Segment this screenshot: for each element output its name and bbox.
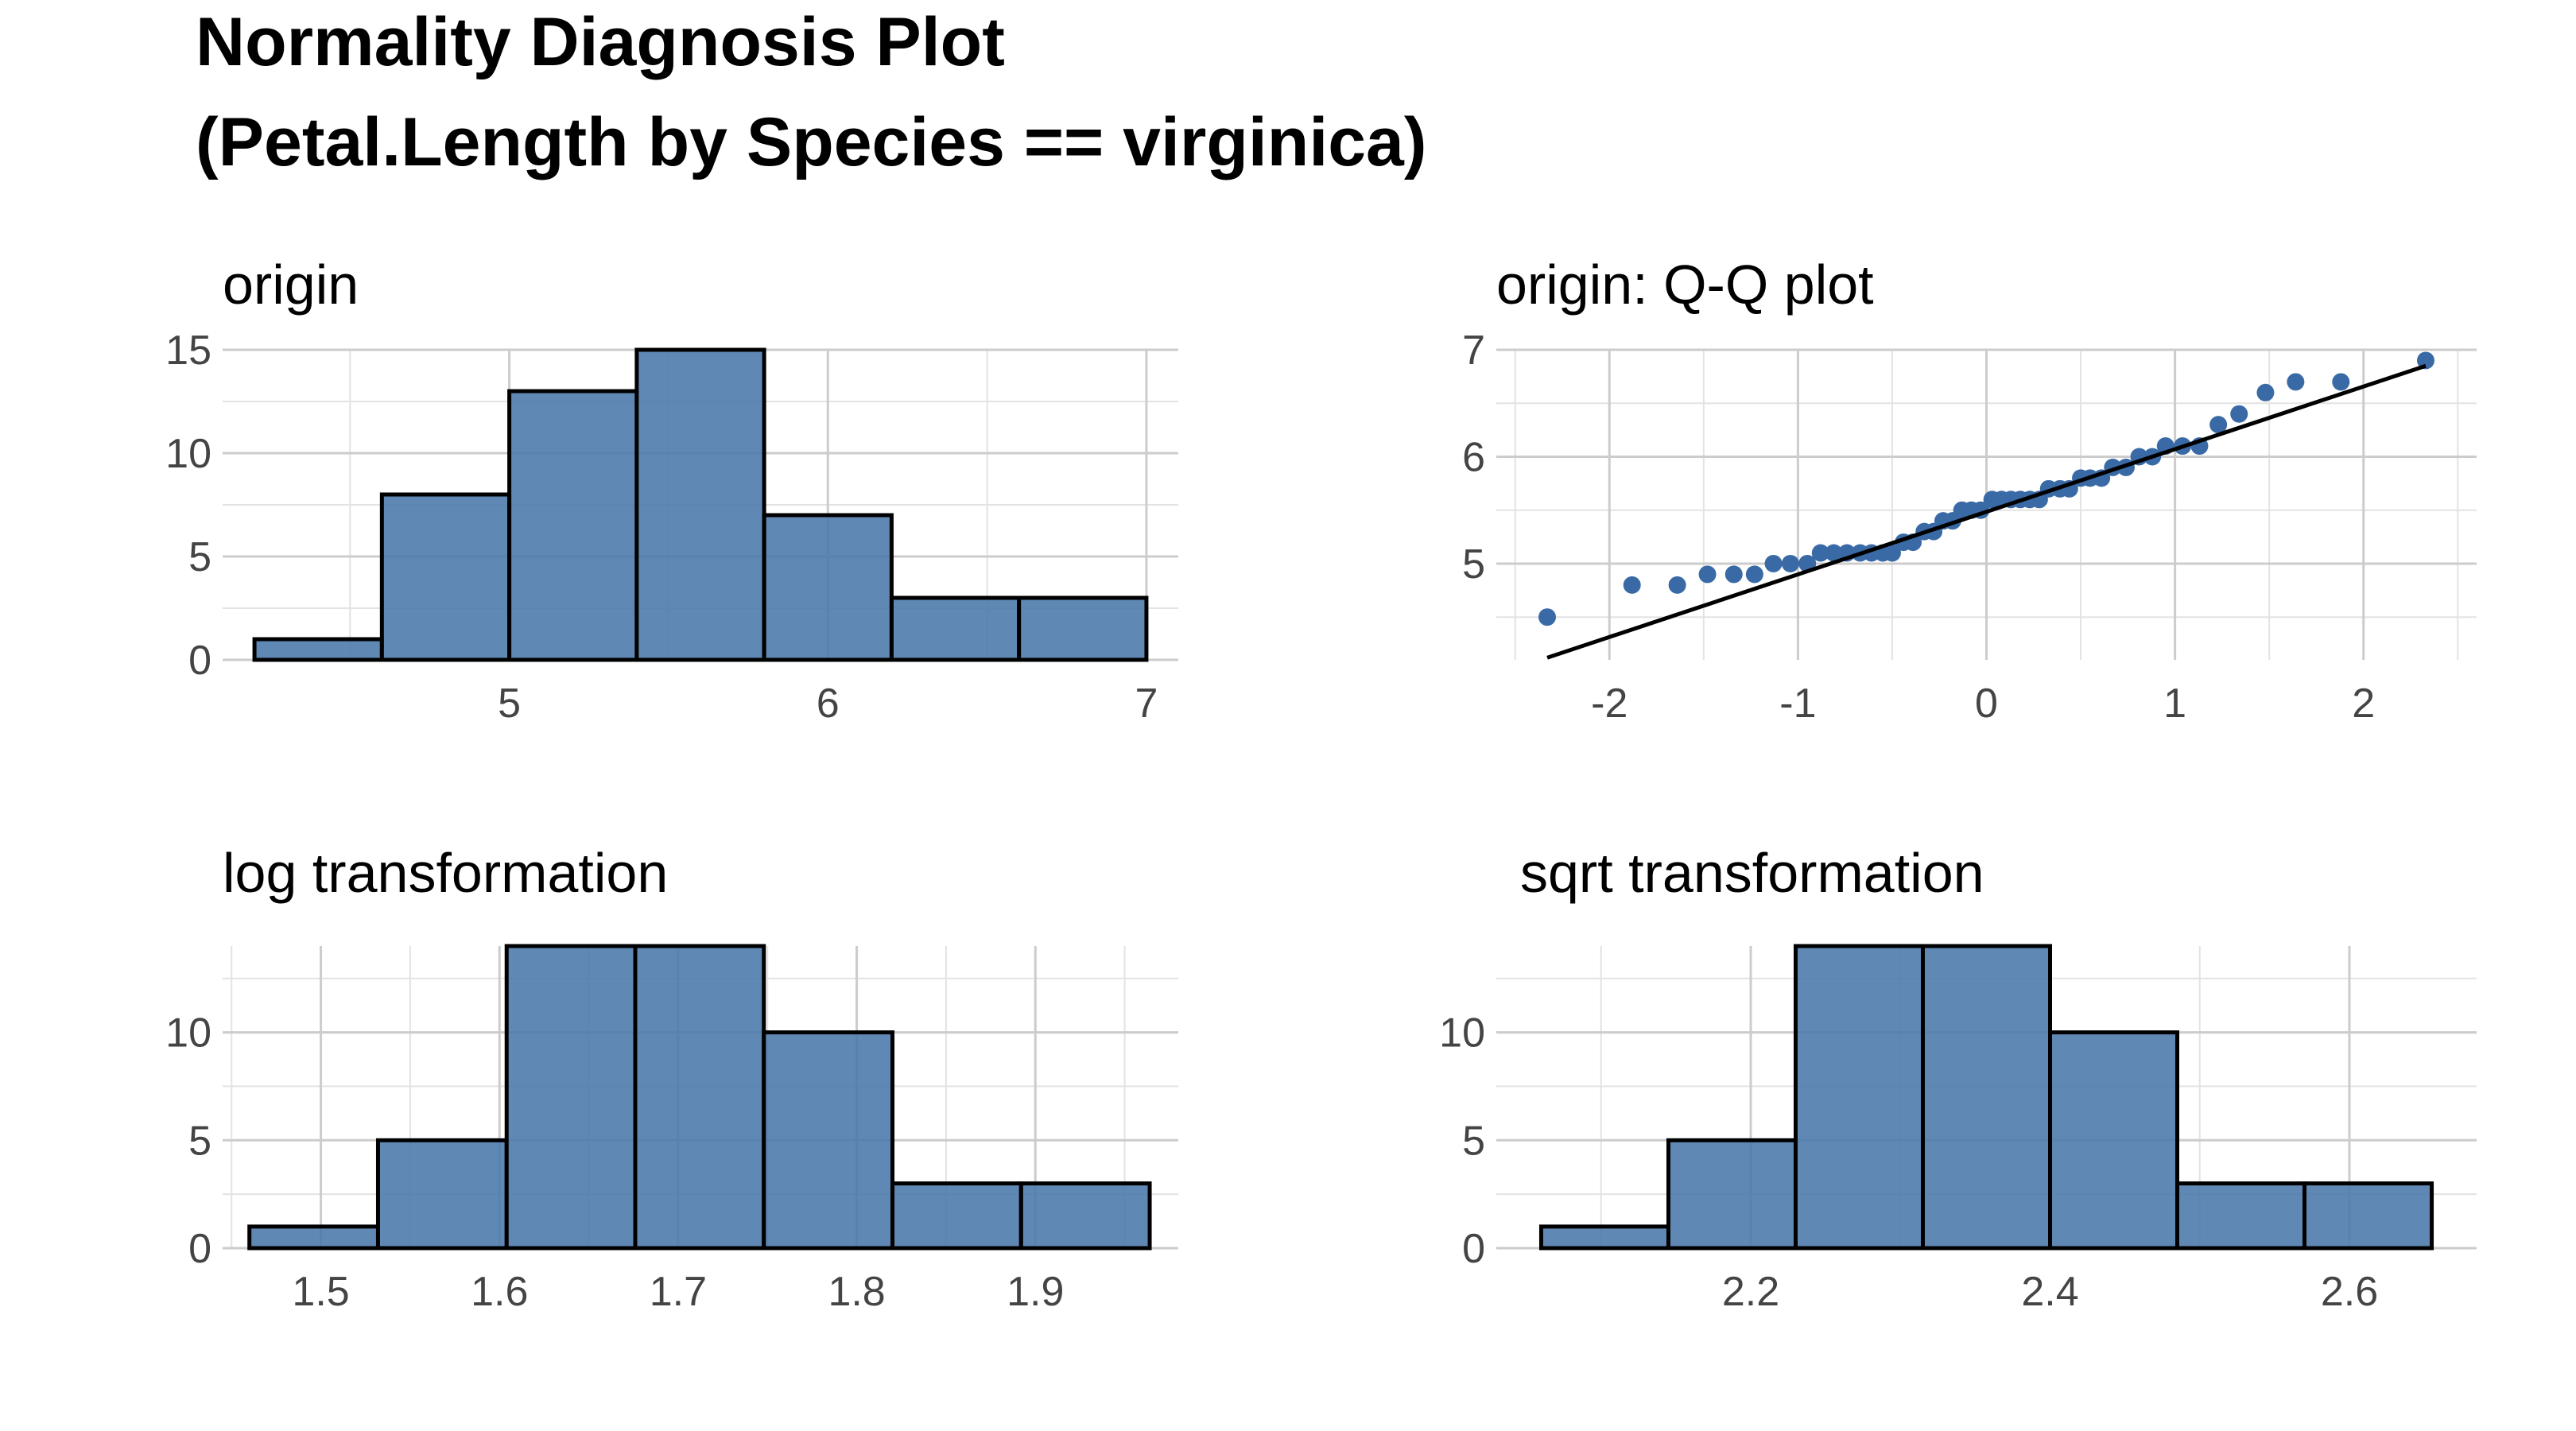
qq-point — [2209, 416, 2228, 434]
origin-histogram-bar — [634, 347, 766, 662]
qq-point — [1764, 554, 1783, 572]
origin-qq-plot-panel: origin: Q-Q plot -2 -1 0 1 2 5 6 7 — [1462, 254, 2477, 727]
qq-point — [1745, 565, 1763, 584]
qq-point — [1825, 544, 1843, 562]
qq-point — [2287, 373, 2305, 391]
qq-point — [2332, 373, 2350, 391]
qq-y-tick-label: 5 — [1462, 541, 1485, 588]
qq-y-tick-label: 7 — [1462, 328, 1485, 374]
sqrt-y-tick-label: 0 — [1462, 1226, 1485, 1272]
qq-x-tick-label: 0 — [1975, 681, 1998, 727]
log-histogram-bar — [633, 944, 766, 1251]
origin-panel-title: origin — [223, 254, 359, 316]
sqrt-histogram-bar — [1920, 944, 2053, 1251]
qq-y-tick-label: 6 — [1462, 434, 1485, 480]
qq-panel-title: origin: Q-Q plot — [1496, 254, 1874, 316]
sqrt-y-tick-label: 5 — [1462, 1118, 1485, 1164]
origin-histogram-bar — [379, 492, 512, 662]
figure-title-line-1: Normality Diagnosis Plot — [196, 4, 1005, 80]
log-y-tick-label: 10 — [165, 1010, 211, 1057]
log-x-tick-label: 1.8 — [828, 1269, 885, 1315]
origin-x-tick-label: 6 — [817, 681, 840, 727]
sqrt-histogram-bar — [2302, 1181, 2434, 1251]
sqrt-histogram-bar — [2175, 1181, 2307, 1251]
sqrt-x-tick-label: 2.4 — [2021, 1269, 2078, 1315]
origin-y-tick-label: 10 — [165, 431, 211, 477]
log-y-tick-label: 5 — [188, 1118, 211, 1164]
origin-histogram-bar — [507, 389, 639, 662]
sqrt-histogram-bar — [2048, 1030, 2180, 1251]
sqrt-panel-title: sqrt transformation — [1520, 842, 1984, 904]
sqrt-histogram-bar — [1538, 1224, 1670, 1251]
qq-point — [2416, 351, 2434, 370]
origin-x-tick-label: 5 — [498, 681, 521, 727]
log-histogram-bar — [890, 1181, 1023, 1251]
qq-point — [1724, 565, 1743, 584]
qq-x-tick-label: -1 — [1779, 681, 1816, 727]
sqrt-histogram-bar — [1666, 1138, 1798, 1251]
log-x-tick-label: 1.6 — [471, 1269, 528, 1315]
sqrt-x-tick-label: 2.6 — [2321, 1269, 2378, 1315]
origin-histogram-bar — [252, 637, 384, 662]
qq-x-tick-label: 1 — [2163, 681, 2186, 727]
sqrt-y-tick-label: 10 — [1439, 1010, 1485, 1057]
origin-histogram-bar — [1017, 595, 1149, 662]
origin-x-tick-label: 7 — [1135, 681, 1158, 727]
qq-point — [1883, 544, 1901, 562]
figure-title-line-2: (Petal.Length by Species == virginica) — [196, 104, 1427, 180]
qq-reference-line — [1546, 363, 2427, 660]
origin-histogram-panel: origin 5 6 7 0 5 10 15 — [165, 254, 1178, 727]
qq-point — [1781, 554, 1799, 572]
origin-histogram-bar — [762, 513, 894, 662]
qq-point — [1538, 608, 1557, 626]
qq-point — [1623, 576, 1641, 594]
qq-point — [1811, 544, 1829, 562]
qq-point — [2256, 383, 2275, 401]
qq-x-tick-label: -2 — [1591, 681, 1627, 727]
sqrt-x-tick-label: 2.2 — [1722, 1269, 1779, 1315]
origin-y-tick-label: 5 — [188, 534, 211, 580]
log-histogram-bar — [504, 944, 638, 1251]
origin-histogram-bar — [889, 595, 1022, 662]
log-histogram-bar — [375, 1138, 509, 1251]
qq-point — [1668, 576, 1686, 594]
log-x-tick-label: 1.5 — [292, 1269, 349, 1315]
log-y-tick-label: 0 — [188, 1226, 211, 1272]
log-histogram-bar — [247, 1224, 380, 1251]
log-transformation-histogram-panel: log transformation 1.5 1.6 1.7 1.8 1.9 0 5 10 — [165, 842, 1178, 1315]
origin-y-tick-label: 0 — [188, 638, 211, 684]
origin-y-tick-label: 15 — [165, 328, 211, 374]
log-histogram-bar — [1018, 1181, 1152, 1251]
sqrt-transformation-histogram-panel: sqrt transformation 2.2 2.4 2.6 0 5 10 — [1439, 842, 2477, 1315]
qq-point — [2230, 405, 2248, 423]
log-panel-title: log transformation — [223, 842, 668, 904]
qq-x-tick-label: 2 — [2352, 681, 2375, 727]
qq-point — [1698, 565, 1717, 584]
log-x-tick-label: 1.9 — [1007, 1269, 1064, 1315]
sqrt-histogram-bar — [1793, 944, 1925, 1251]
log-histogram-bar — [762, 1030, 895, 1251]
log-x-tick-label: 1.7 — [650, 1269, 707, 1315]
